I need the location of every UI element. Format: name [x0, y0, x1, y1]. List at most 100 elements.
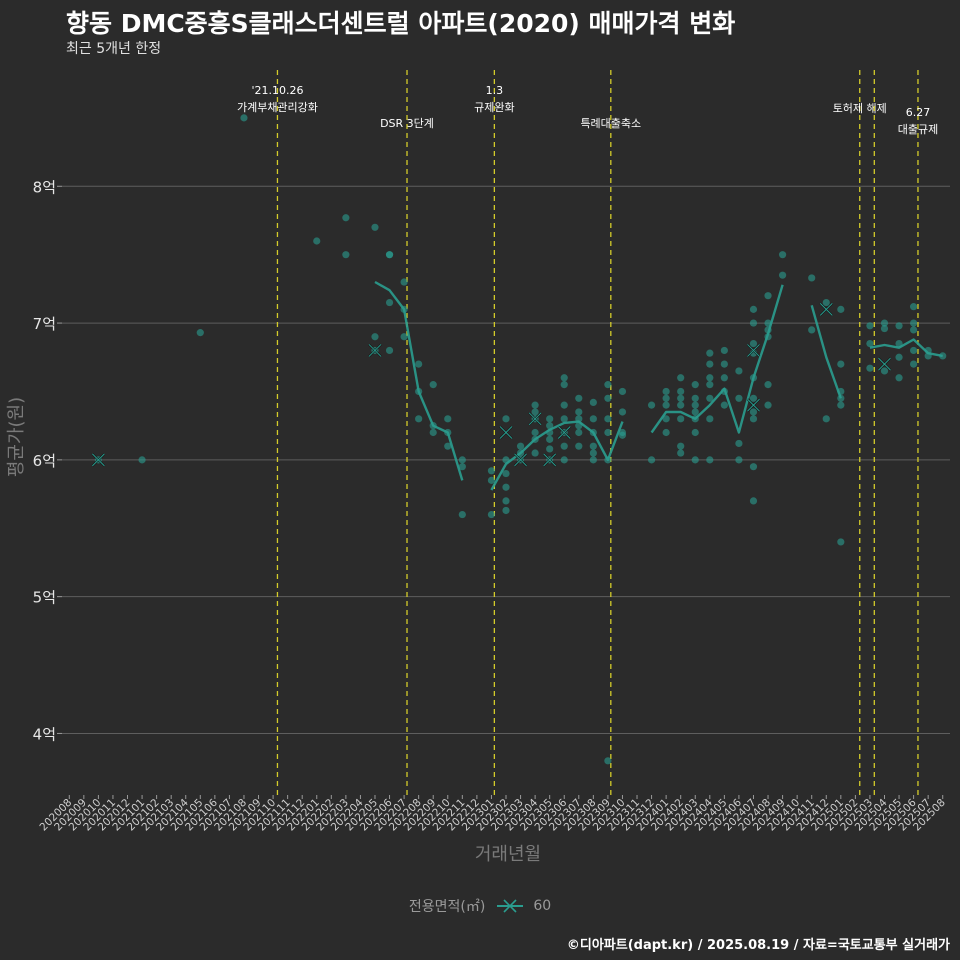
- average-marker-stroke: [514, 453, 527, 467]
- data-point: [677, 449, 685, 457]
- data-point: [749, 415, 758, 423]
- y-axis-title: 평균가(원): [6, 397, 27, 477]
- point-layer: [94, 114, 947, 765]
- data-point: [560, 415, 568, 423]
- legend-key-icon: [497, 899, 524, 913]
- data-point: [939, 352, 947, 360]
- data-point: [546, 445, 554, 453]
- data-point: [371, 333, 379, 341]
- data-point: [240, 114, 248, 122]
- data-point: [706, 349, 714, 357]
- event-label: 규제완화: [474, 101, 514, 114]
- data-point: [808, 326, 816, 334]
- data-point: [735, 367, 743, 375]
- average-marker-stroke: [557, 426, 571, 439]
- average-marker: [542, 453, 557, 467]
- average-marker-stroke: [543, 453, 557, 467]
- data-point: [706, 394, 714, 402]
- data-point: [749, 463, 758, 471]
- data-point: [735, 439, 743, 448]
- data-point: [531, 449, 539, 457]
- data-point: [589, 415, 597, 423]
- event-label: 1.3: [486, 84, 504, 97]
- average-marker: [528, 412, 542, 426]
- data-point: [618, 431, 627, 439]
- data-point: [487, 467, 496, 475]
- data-point: [647, 401, 656, 409]
- data-point: [691, 401, 699, 409]
- data-point: [546, 435, 554, 443]
- trend-line: [650, 284, 784, 434]
- average-marker: [499, 425, 513, 440]
- data-point: [575, 408, 583, 416]
- data-point: [764, 381, 772, 389]
- data-point: [778, 271, 787, 279]
- y-tick-label: 7억: [33, 315, 56, 333]
- event-label: DSR 3단계: [380, 117, 434, 130]
- average-marker-stroke: [368, 344, 382, 357]
- data-point: [662, 401, 670, 409]
- data-point: [880, 367, 889, 375]
- data-point: [589, 442, 597, 450]
- data-point: [720, 360, 728, 368]
- data-point: [880, 319, 889, 327]
- avg-layer: [91, 302, 892, 467]
- average-marker: [877, 357, 892, 371]
- data-point: [444, 442, 452, 450]
- data-point: [415, 360, 423, 368]
- data-point: [531, 408, 539, 416]
- data-point: [546, 422, 554, 430]
- data-point: [589, 456, 597, 464]
- data-point: [764, 292, 772, 300]
- axis-layer: 4억5억6억7억8억202008202009202010202011202012…: [33, 178, 948, 833]
- data-point: [342, 214, 350, 222]
- event-label: 6.27: [906, 106, 931, 119]
- data-point: [560, 381, 568, 389]
- data-point: [866, 364, 874, 372]
- event-label: 토허제 해제: [833, 101, 887, 115]
- data-point: [677, 401, 685, 409]
- data-point: [560, 401, 568, 409]
- average-marker-stroke: [819, 303, 833, 316]
- data-point: [749, 319, 758, 327]
- data-point: [706, 381, 714, 389]
- average-marker-stroke: [92, 453, 105, 467]
- data-point: [604, 757, 612, 765]
- average-marker: [557, 425, 571, 440]
- data-point: [706, 360, 714, 368]
- data-point: [749, 305, 758, 313]
- data-point: [589, 398, 597, 407]
- data-point: [677, 394, 685, 402]
- data-point: [677, 415, 685, 423]
- average-marker-stroke: [747, 344, 760, 357]
- chart-subtitle: 최근 5개년 한정: [66, 41, 162, 57]
- data-point: [531, 428, 539, 437]
- data-point: [400, 333, 408, 341]
- data-point: [516, 442, 525, 450]
- average-marker: [91, 453, 106, 467]
- data-point: [342, 251, 350, 259]
- grid-layer: [62, 185, 950, 734]
- data-point: [735, 456, 743, 464]
- data-point: [502, 483, 510, 491]
- data-point: [429, 381, 437, 389]
- source-caption: ©디아파트(dapt.kr) / 2025.08.19 / 자료=국토교통부 실…: [566, 938, 950, 953]
- data-point: [895, 322, 903, 330]
- data-point: [895, 353, 903, 361]
- data-point: [458, 510, 466, 519]
- data-point: [575, 394, 583, 402]
- data-point: [385, 346, 394, 355]
- trend-line: [490, 420, 624, 491]
- data-point: [662, 428, 670, 437]
- average-marker: [368, 343, 382, 358]
- data-point: [837, 360, 845, 368]
- data-point: [749, 497, 758, 505]
- chart-title: 향동 DMC중흥S클래스더센트럴 아파트(2020) 매매가격 변화: [66, 9, 736, 38]
- average-marker-stroke: [528, 412, 542, 426]
- data-point: [837, 401, 845, 409]
- data-point: [691, 456, 699, 464]
- data-point: [196, 329, 204, 337]
- data-point: [400, 278, 408, 286]
- data-point: [720, 374, 728, 382]
